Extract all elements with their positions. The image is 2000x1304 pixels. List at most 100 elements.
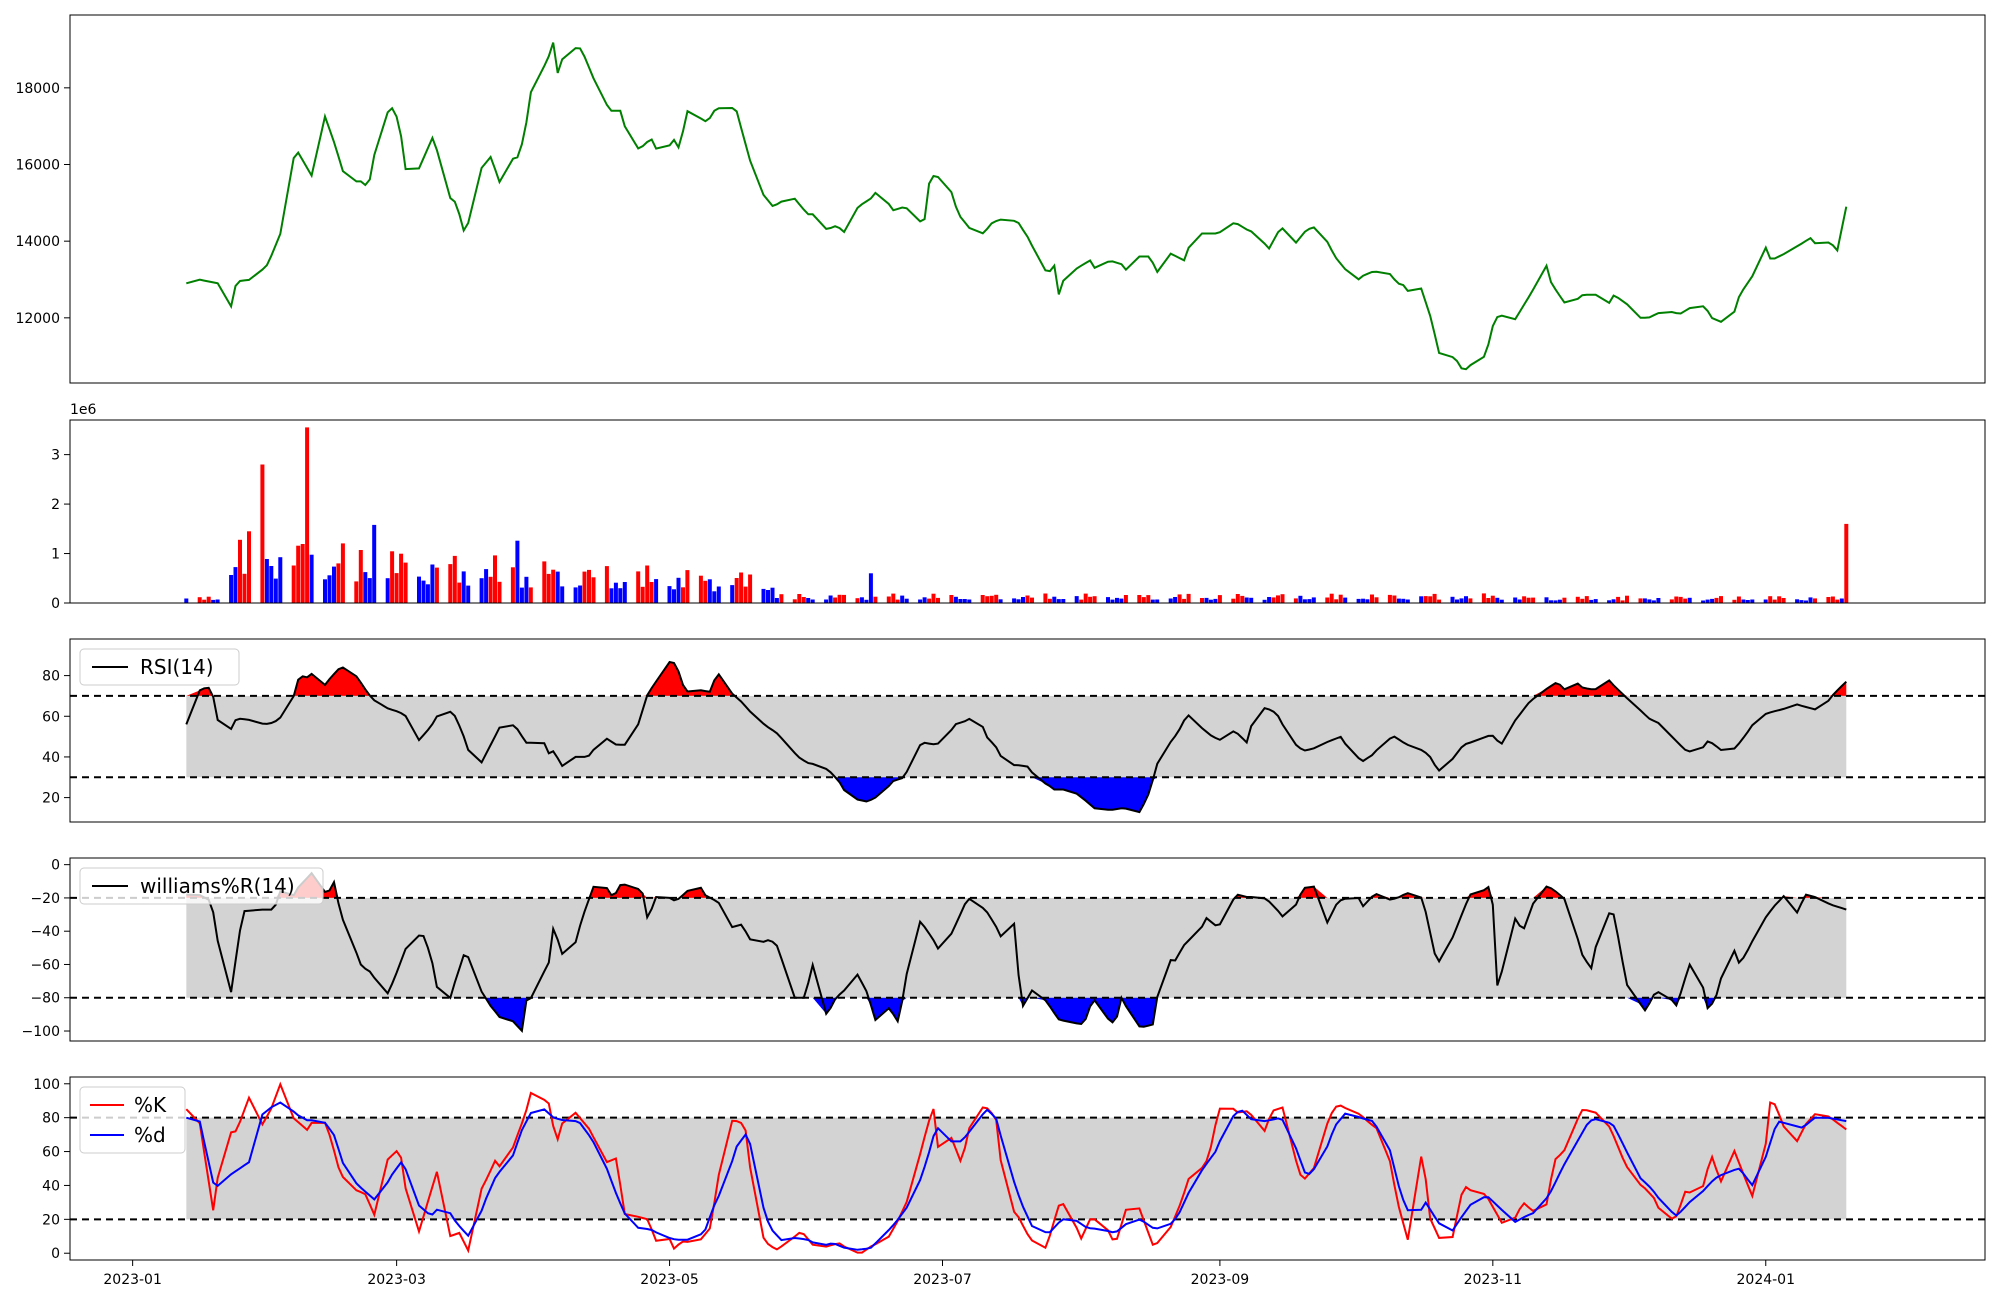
volume-bar bbox=[1025, 595, 1030, 603]
volume-bar bbox=[967, 599, 972, 603]
volume-bar bbox=[958, 599, 963, 603]
volume-bar bbox=[1562, 597, 1567, 603]
volume-bar bbox=[613, 582, 618, 603]
volume-bar bbox=[1307, 599, 1312, 603]
rsi-frame bbox=[69, 638, 1986, 823]
volume-bar bbox=[1674, 596, 1679, 603]
volume-bar bbox=[1557, 599, 1562, 603]
volume-bar bbox=[305, 427, 310, 603]
volume-bar bbox=[1298, 595, 1303, 603]
volume-bar bbox=[1647, 599, 1652, 603]
volume-bar bbox=[1021, 597, 1025, 603]
volume-bar bbox=[1249, 597, 1254, 603]
volume-bar bbox=[949, 595, 954, 603]
volume-bar bbox=[904, 598, 909, 603]
rsi-ytick-label-3: 80 bbox=[42, 669, 60, 685]
volume-bar bbox=[1146, 595, 1151, 603]
volume-ytick-label-1: 1 bbox=[51, 547, 60, 563]
volume-bar bbox=[1813, 598, 1817, 603]
volume-bar bbox=[1083, 593, 1088, 603]
volume-bar bbox=[1486, 598, 1491, 603]
volume-bar bbox=[452, 555, 457, 603]
volume-bar bbox=[1271, 597, 1276, 603]
volume-bar bbox=[1741, 599, 1746, 603]
volume-bar bbox=[1182, 598, 1187, 603]
volume-bar bbox=[842, 594, 846, 603]
volume-bar bbox=[1030, 597, 1034, 603]
williams-line bbox=[186, 871, 1847, 1033]
volume-bar bbox=[712, 591, 717, 603]
volume-bar bbox=[1423, 596, 1428, 603]
stochastic-neutral-band bbox=[186, 1117, 1847, 1220]
volume-bar bbox=[1553, 600, 1558, 603]
volume-bar bbox=[385, 578, 390, 603]
volume-bar bbox=[985, 596, 990, 603]
volume-bar bbox=[1361, 598, 1366, 603]
volume-bar bbox=[989, 595, 994, 603]
volume-bar bbox=[1683, 598, 1688, 603]
volume-bar bbox=[797, 594, 802, 603]
volume-bar bbox=[859, 597, 864, 603]
rsi-line bbox=[185, 660, 1847, 814]
volume-bar bbox=[1732, 599, 1737, 603]
volume-bar bbox=[591, 577, 596, 603]
volume-bar bbox=[1772, 599, 1777, 603]
volume-bar bbox=[1204, 597, 1209, 603]
volume-bars bbox=[184, 427, 1849, 603]
volume-bar bbox=[1687, 597, 1692, 603]
stochastic-ytick-label-3: 60 bbox=[42, 1145, 60, 1161]
volume-bar bbox=[327, 575, 332, 603]
volume-bar bbox=[479, 578, 484, 603]
volume-bar bbox=[1356, 598, 1361, 603]
volume-bar bbox=[1177, 594, 1182, 603]
volume-bar bbox=[560, 586, 565, 603]
rsi-legend-label: RSI(14) bbox=[140, 655, 214, 679]
volume-bar bbox=[962, 599, 967, 603]
rsi-ytick-label-2: 60 bbox=[42, 709, 60, 725]
volume-bar bbox=[931, 593, 936, 603]
volume-bar bbox=[1155, 599, 1160, 603]
volume-bar bbox=[918, 599, 923, 603]
williams-ytick-label-2: −60 bbox=[30, 957, 60, 973]
volume-bar bbox=[1173, 597, 1178, 603]
stochastic-legend-label-0: %K bbox=[134, 1093, 167, 1117]
stochastic-d-line bbox=[186, 1101, 1847, 1251]
volume-bar bbox=[649, 582, 654, 603]
volume-bar bbox=[640, 586, 645, 603]
williams-frame bbox=[69, 857, 1986, 1042]
volume-bar bbox=[1549, 600, 1553, 603]
x-tick-label-3: 2023-07 bbox=[913, 1272, 972, 1288]
volume-bar bbox=[1736, 596, 1741, 603]
stochastic-ytick-label-5: 100 bbox=[33, 1077, 60, 1093]
stochastic-legend: %K %d bbox=[79, 1086, 186, 1154]
volume-bar bbox=[1137, 595, 1142, 603]
volume-bar bbox=[1325, 597, 1330, 603]
volume-bar bbox=[667, 586, 672, 603]
stochastic-k-line bbox=[185, 1081, 1847, 1254]
volume-bar bbox=[1405, 599, 1410, 603]
volume-bar bbox=[1074, 596, 1079, 603]
volume-bar bbox=[681, 587, 685, 603]
williams-legend-label: williams%R(14) bbox=[140, 874, 295, 898]
volume-bar bbox=[555, 571, 560, 603]
volume-bar bbox=[1186, 593, 1191, 603]
volume-bar bbox=[1625, 595, 1629, 603]
volume-bar bbox=[510, 567, 515, 603]
volume-bar bbox=[1428, 596, 1433, 603]
volume-bar bbox=[1016, 599, 1021, 603]
volume-bar bbox=[1387, 594, 1392, 603]
volume-bar bbox=[604, 566, 609, 603]
volume-bar bbox=[1370, 594, 1374, 603]
rsi-panel: 20 40 60 80 RSI(14) bbox=[42, 638, 1986, 823]
volume-bar bbox=[233, 567, 238, 603]
volume-bar bbox=[1638, 598, 1643, 603]
volume-bar bbox=[654, 579, 659, 603]
volume-bar bbox=[1419, 596, 1424, 603]
volume-bar bbox=[1392, 595, 1397, 603]
volume-bar bbox=[578, 585, 583, 603]
williams-ytick-label-1: −80 bbox=[30, 991, 60, 1007]
volume-bar bbox=[488, 576, 493, 603]
volume-bar bbox=[1522, 596, 1527, 603]
volume-ytick-label-2: 2 bbox=[51, 497, 60, 513]
